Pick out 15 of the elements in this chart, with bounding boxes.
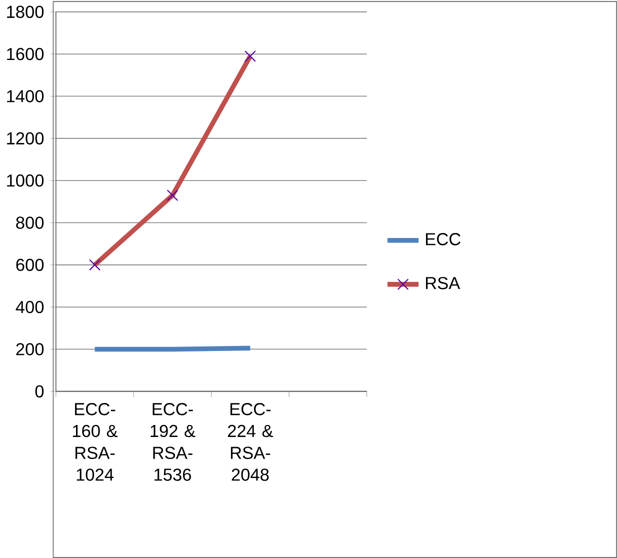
y-tick-label: 600	[16, 258, 44, 272]
y-tick-label: 1000	[7, 174, 44, 187]
x-tick-label: ECC-160 & RSA-1024	[72, 403, 118, 481]
y-tick-label: 1400	[7, 90, 44, 102]
y-tick-label: 400	[16, 300, 44, 314]
y-tick-label: 800	[16, 216, 44, 229]
legend-label: RSA	[426, 277, 460, 290]
y-tick-label: 0	[35, 385, 44, 398]
y-tick-label: 1800	[7, 6, 44, 18]
y-tick-label: 200	[16, 343, 44, 356]
y-tick-label: 1200	[7, 132, 44, 145]
y-tick-label: 1600	[7, 48, 44, 60]
x-tick-label: ECC-224 & RSA-2048	[228, 403, 274, 481]
legend-label: ECC	[426, 233, 460, 246]
x-tick-label: ECC-192 & RSA-1536	[150, 403, 196, 481]
